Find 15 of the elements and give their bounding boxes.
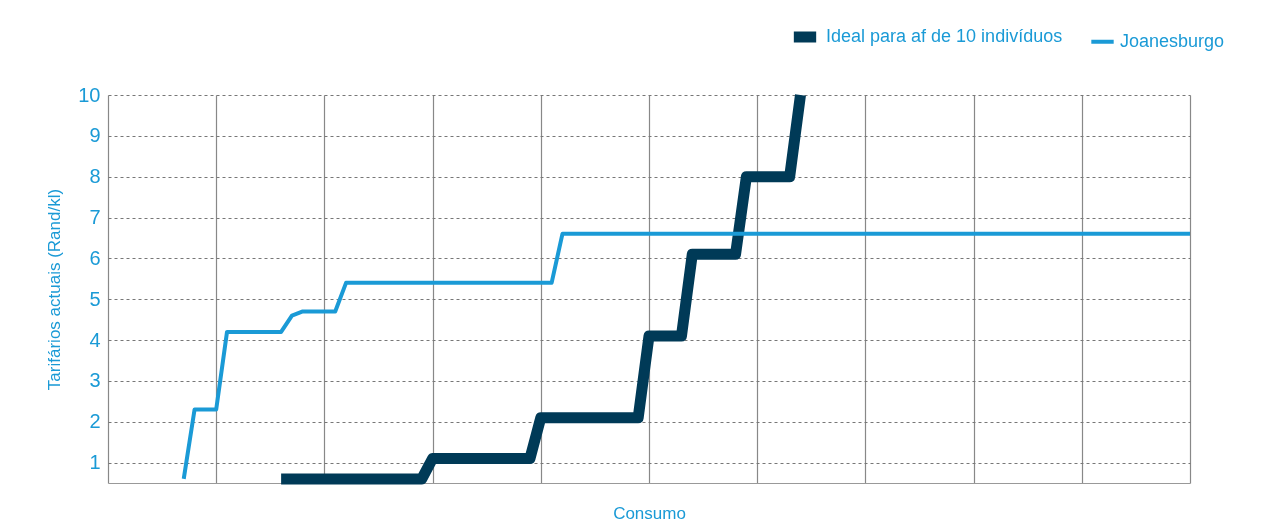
y-tick-label: 1 xyxy=(89,451,101,474)
y-tick-label: 5 xyxy=(89,287,101,310)
y-tick-label: 6 xyxy=(89,246,101,269)
y-tick-label: 8 xyxy=(89,165,101,188)
line-series xyxy=(181,231,1192,481)
legend-label: Ideal para af de 10 indivíduos xyxy=(826,26,1063,46)
y-axis-title: Tarifários actuais (Rand/kl) xyxy=(45,188,65,391)
y-tick-label: 4 xyxy=(89,328,101,351)
y-tick-label: 10 xyxy=(78,83,101,106)
y-tick-label: 7 xyxy=(89,206,101,229)
y-tick-label: 9 xyxy=(89,124,101,147)
y-tick-label: 3 xyxy=(89,369,101,392)
legend-label: Joanesburgo xyxy=(1120,30,1225,51)
x-axis-title: Consumo xyxy=(613,503,686,523)
y-tick-label: 2 xyxy=(89,410,101,433)
